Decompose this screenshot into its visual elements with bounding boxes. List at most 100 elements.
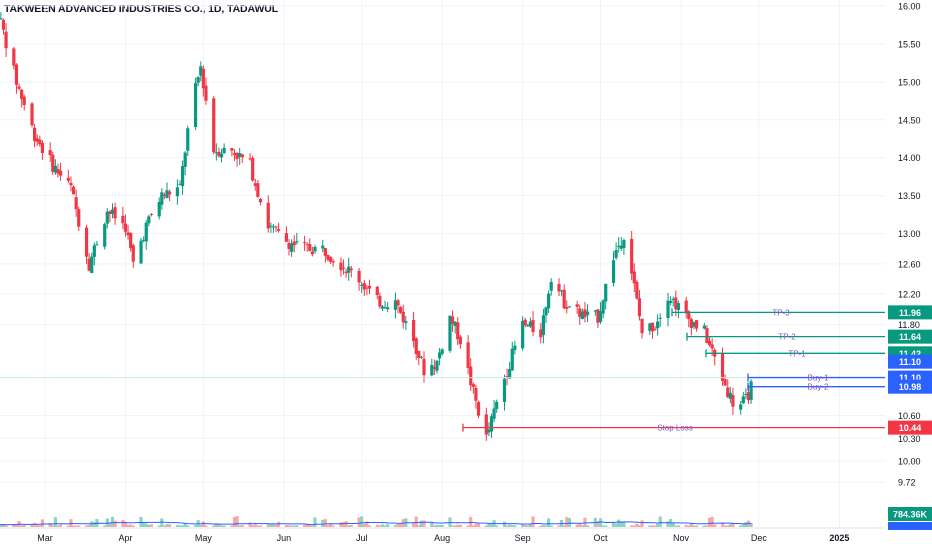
volume-bar bbox=[687, 525, 691, 527]
volume-bar bbox=[204, 525, 208, 527]
volume-bar bbox=[287, 525, 291, 527]
candle-body bbox=[437, 352, 442, 359]
volume-bar bbox=[331, 525, 335, 527]
last-price-badge bbox=[888, 354, 932, 369]
candle-body bbox=[640, 318, 644, 334]
candle-body bbox=[274, 226, 278, 228]
volume-bar bbox=[144, 523, 148, 527]
candle-body bbox=[40, 142, 45, 153]
volume-bar bbox=[84, 525, 89, 527]
volume-bar bbox=[601, 525, 605, 527]
candle-body bbox=[199, 66, 203, 76]
volume-bar bbox=[666, 521, 670, 527]
candle-body bbox=[676, 303, 681, 310]
candle-body bbox=[269, 225, 273, 227]
candle-body bbox=[557, 284, 561, 292]
volume-bar bbox=[375, 524, 379, 527]
volume-bar bbox=[531, 516, 535, 527]
volume-bar bbox=[256, 525, 260, 527]
volume-bar bbox=[484, 525, 488, 527]
candle-body bbox=[671, 298, 675, 300]
volume-bar bbox=[539, 525, 543, 527]
candle-body bbox=[578, 308, 582, 317]
candle-body bbox=[253, 183, 257, 186]
candle-body bbox=[248, 158, 252, 160]
candle-body bbox=[266, 202, 270, 229]
volume-bar bbox=[123, 522, 128, 527]
candle-body bbox=[58, 170, 63, 176]
volume-bar bbox=[489, 524, 494, 527]
candle-body bbox=[604, 283, 608, 302]
price-tick-label: 14.50 bbox=[898, 115, 921, 125]
candle-body bbox=[139, 240, 143, 264]
candle-body bbox=[562, 289, 566, 309]
candle-body bbox=[201, 68, 205, 89]
candle-body bbox=[305, 243, 309, 245]
volume-bar bbox=[271, 524, 276, 527]
candle-body bbox=[33, 127, 37, 142]
volume-bar bbox=[53, 517, 57, 527]
candle-body bbox=[292, 241, 296, 246]
volume-bar bbox=[38, 525, 42, 527]
candle-body bbox=[183, 152, 187, 167]
candle-body bbox=[0, 18, 3, 20]
volume-bar bbox=[474, 523, 478, 527]
time-tick-label: Sep bbox=[515, 533, 531, 543]
volume-bar bbox=[214, 523, 218, 527]
volume-bar bbox=[637, 525, 642, 527]
price-tick-label: 11.80 bbox=[898, 320, 920, 330]
volume-bar bbox=[92, 521, 96, 527]
candle-body bbox=[235, 152, 239, 159]
volume-bar bbox=[35, 524, 39, 527]
volume-bar bbox=[713, 524, 717, 527]
candle-body bbox=[277, 229, 281, 231]
volume-bar bbox=[585, 525, 590, 527]
volume-bar bbox=[466, 525, 470, 527]
volume-bar bbox=[357, 517, 361, 527]
candle-body bbox=[526, 325, 530, 327]
volume-bar bbox=[596, 521, 600, 527]
candle-body bbox=[549, 281, 553, 291]
volume-bar bbox=[339, 522, 343, 527]
volume-bar bbox=[251, 525, 255, 527]
price-tick-label: 15.50 bbox=[898, 39, 921, 49]
candle-body bbox=[412, 319, 416, 342]
candle-body bbox=[739, 404, 743, 410]
volume-bar bbox=[0, 524, 3, 527]
time-tick-label: Oct bbox=[594, 533, 609, 543]
price-tick-label: 14.00 bbox=[898, 153, 921, 163]
price-axis: 16.00 15.50 15.00 14.50 14.00 13.50 13.00 12.60… bbox=[898, 2, 921, 488]
candle-body bbox=[453, 321, 457, 327]
volume-bar bbox=[131, 525, 135, 527]
price-tick-label: 10.00 bbox=[898, 457, 921, 467]
volume-bar bbox=[201, 521, 205, 527]
candle-body bbox=[339, 262, 343, 271]
candle-body bbox=[126, 232, 130, 236]
volume-badge bbox=[888, 507, 932, 521]
volume-bar bbox=[650, 525, 655, 527]
candle-body bbox=[103, 224, 107, 247]
volume-bar bbox=[720, 522, 725, 527]
candle-body bbox=[121, 215, 125, 224]
volume-bar bbox=[180, 525, 185, 527]
candle-body bbox=[505, 376, 509, 378]
price-badge-text: 11.42 bbox=[899, 349, 921, 359]
candle-body bbox=[422, 358, 426, 376]
candle-body bbox=[349, 268, 353, 271]
candle-body bbox=[396, 300, 400, 306]
candle-body bbox=[435, 360, 439, 371]
volume-bar bbox=[632, 525, 636, 527]
volume-bar bbox=[598, 518, 603, 527]
volume-bar bbox=[4, 525, 8, 527]
candle-body bbox=[744, 393, 748, 395]
volume-bar bbox=[544, 525, 548, 527]
volume-bar bbox=[165, 524, 169, 527]
candle-body bbox=[487, 429, 491, 433]
volume-bar bbox=[323, 519, 327, 527]
candle-body bbox=[20, 89, 24, 100]
candle-body bbox=[331, 261, 335, 263]
volume-bar bbox=[622, 521, 626, 527]
candle-body bbox=[689, 319, 693, 328]
